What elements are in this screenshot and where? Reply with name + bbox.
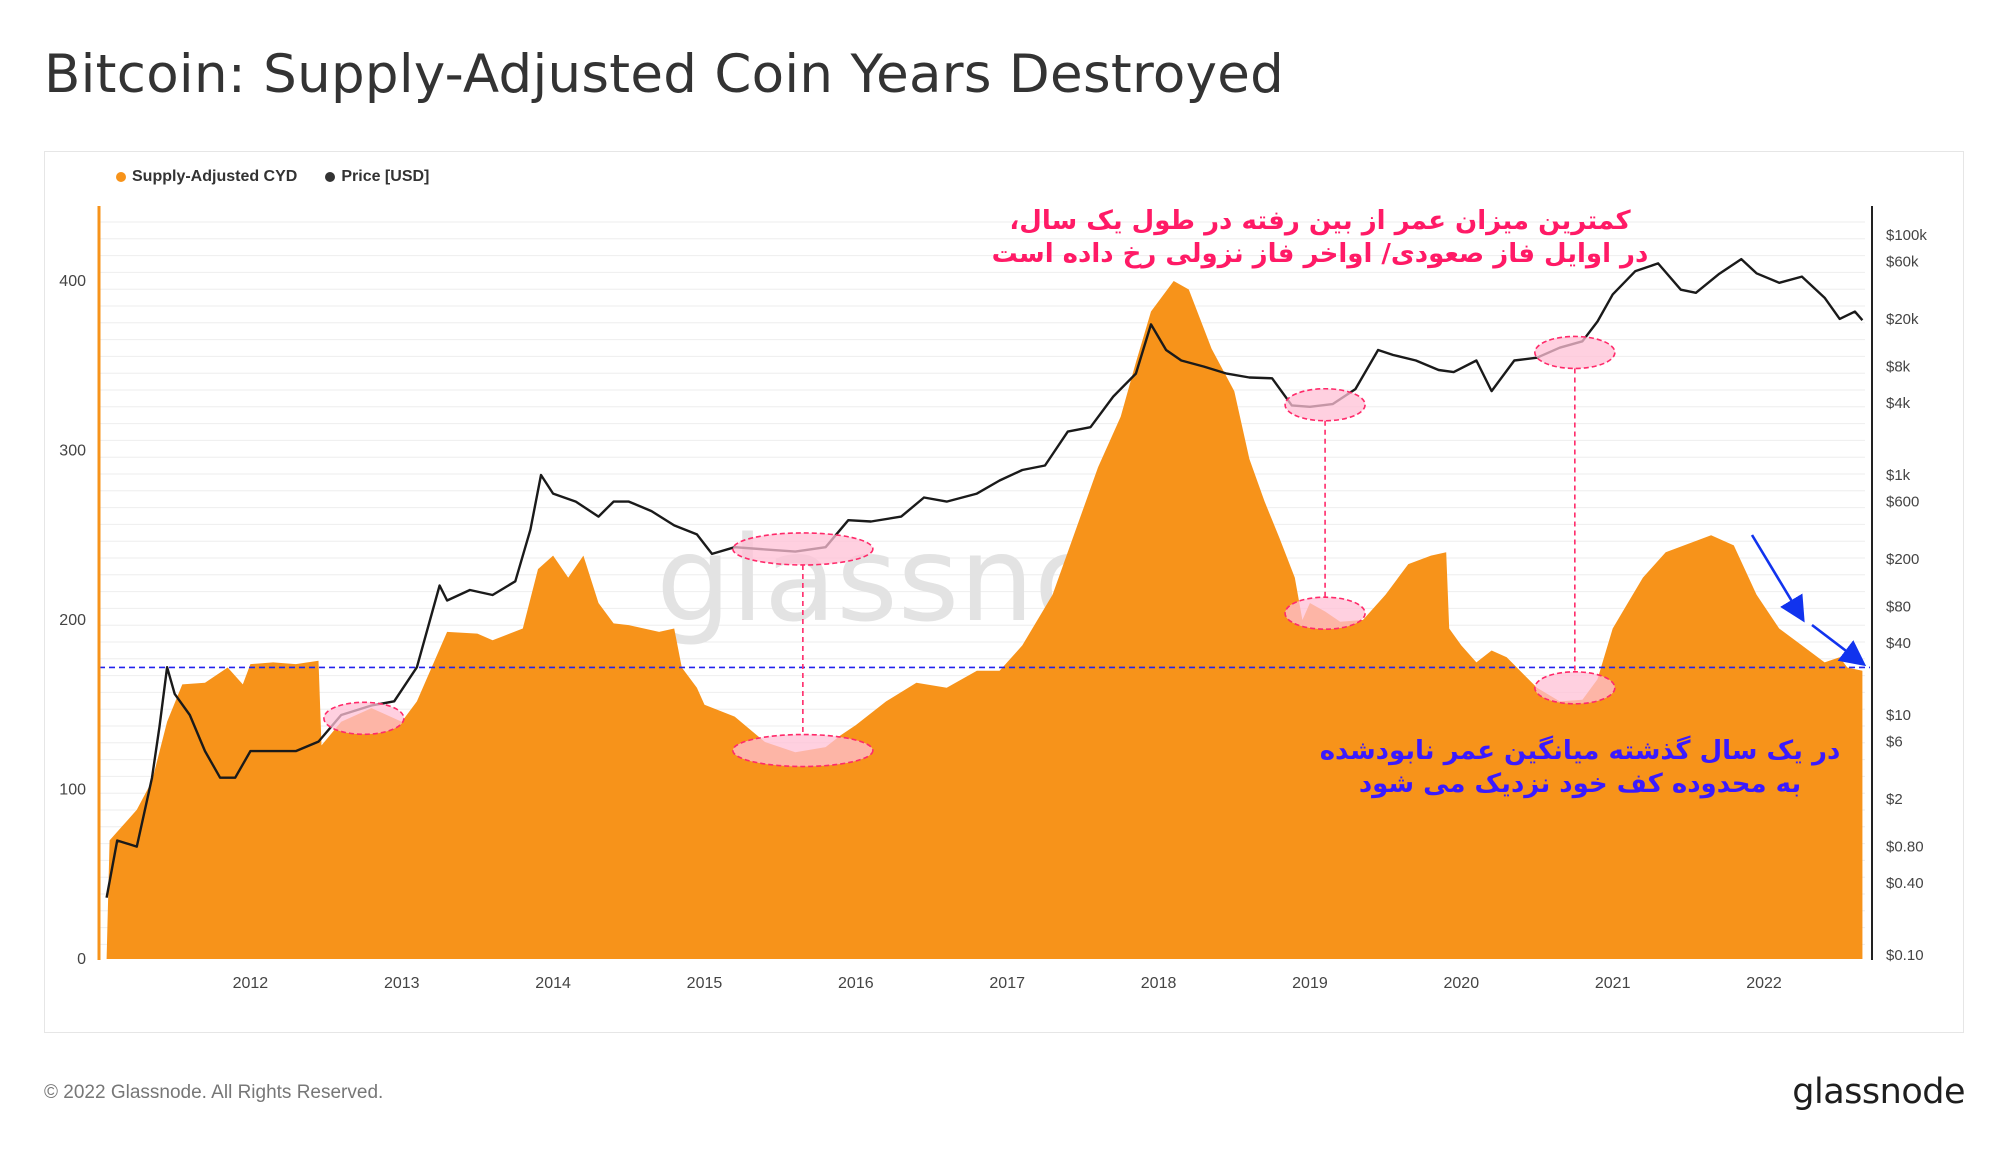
highlight-group	[323, 335, 1616, 768]
page-title: Bitcoin: Supply-Adjusted Coin Years Dest…	[44, 44, 1285, 105]
x-tick-label: 2022	[1746, 975, 1782, 992]
legend-label-price: Price [USD]	[341, 168, 430, 185]
y-right-tick-label: $0.80	[1886, 839, 1924, 856]
footer-brand-logo[interactable]: glassnode	[1792, 1072, 1965, 1112]
highlight-ellipse	[1284, 596, 1366, 631]
highlight-ellipse	[1534, 670, 1616, 705]
legend-dot-cyd	[116, 172, 126, 182]
y-left-tick-label: 400	[59, 273, 86, 290]
y-left-tick-label: 100	[59, 782, 86, 799]
y-right-tick-label: $4k	[1886, 395, 1911, 412]
highlight-ellipse	[1534, 335, 1616, 370]
arrow-group	[1750, 534, 1867, 667]
y-right-tick-label: $600	[1886, 494, 1919, 511]
legend-item-cyd[interactable]: Supply-Adjusted CYD	[116, 168, 297, 186]
x-axis-ticks: 2012 2013 2014 2015 2016 2017 2018 2019 2020 2021…	[233, 975, 1782, 992]
y-right-tick-label: $1k	[1886, 467, 1911, 484]
highlight-ellipse	[732, 733, 874, 768]
highlight-ellipse	[1284, 387, 1366, 422]
cyd-area-series	[106, 281, 1863, 959]
y-right-tick-label: $200	[1886, 551, 1919, 568]
arrow-down-1	[1750, 534, 1805, 623]
y-right-tick-label: $40	[1886, 635, 1911, 652]
y-right-tick-label: $0.10	[1886, 947, 1924, 964]
y-right-tick-label: $20k	[1886, 311, 1919, 328]
y-left-tick-label: 300	[59, 443, 86, 460]
y-right-tick-label: $6	[1886, 734, 1903, 751]
legend: Supply-Adjusted CYD Price [USD]	[116, 168, 429, 186]
y-right-axis-ticks: $0.10 $0.40 $0.80 $2 $6 $10 $40 $80 $200 $600 $1k $…	[1886, 227, 1927, 964]
annotation-bottom-line2: به محدوده کف خود نزدیک می شود	[1358, 768, 1802, 799]
x-tick-label: 2012	[233, 975, 269, 992]
y-left-tick-label: 200	[59, 612, 86, 629]
y-right-tick-label: $0.40	[1886, 875, 1924, 892]
y-right-tick-label: $60k	[1886, 254, 1919, 271]
annotation-top-line2: در اوایل فاز صعودی/ اواخر فاز نزولی رخ د…	[991, 238, 1649, 269]
chart-frame	[44, 151, 1964, 1033]
annotation-bottom-line1: در یک سال گذشته میانگین عمر نابودشده	[1319, 736, 1841, 766]
y-right-tick-label: $8k	[1886, 359, 1911, 376]
legend-item-price[interactable]: Price [USD]	[325, 168, 429, 186]
y-right-tick-label: $2	[1886, 791, 1903, 808]
legend-dot-price	[325, 172, 336, 182]
x-tick-label: 2020	[1444, 975, 1480, 992]
x-tick-label: 2014	[535, 975, 571, 992]
legend-label-cyd: Supply-Adjusted CYD	[132, 168, 298, 185]
x-tick-label: 2015	[687, 975, 723, 992]
highlight-ellipse	[732, 532, 874, 566]
y-right-tick-label: $10	[1886, 707, 1911, 724]
footer-copyright: © 2022 Glassnode. All Rights Reserved.	[44, 1082, 384, 1103]
y-right-tick-label: $100k	[1886, 227, 1927, 244]
highlight-ellipse	[323, 701, 405, 736]
x-tick-label: 2017	[989, 975, 1025, 992]
arrow-down-2	[1811, 623, 1867, 667]
x-tick-label: 2018	[1141, 975, 1177, 992]
y-left-tick-label: 0	[77, 951, 86, 968]
x-tick-label: 2016	[838, 975, 874, 992]
annotation-top-line1: کمترین میزان عمر از بین رفته در طول یک س…	[1009, 206, 1631, 236]
x-tick-label: 2013	[384, 975, 420, 992]
annotation-bottom: در یک سال گذشته میانگین عمر نابودشده به …	[1300, 735, 1860, 800]
y-left-axis-ticks: 0 100 200 300 400	[59, 273, 86, 968]
annotation-top: کمترین میزان عمر از بین رفته در طول یک س…	[960, 205, 1680, 270]
y-right-tick-label: $80	[1886, 599, 1911, 616]
x-tick-label: 2021	[1595, 975, 1631, 992]
x-tick-label: 2019	[1292, 975, 1328, 992]
